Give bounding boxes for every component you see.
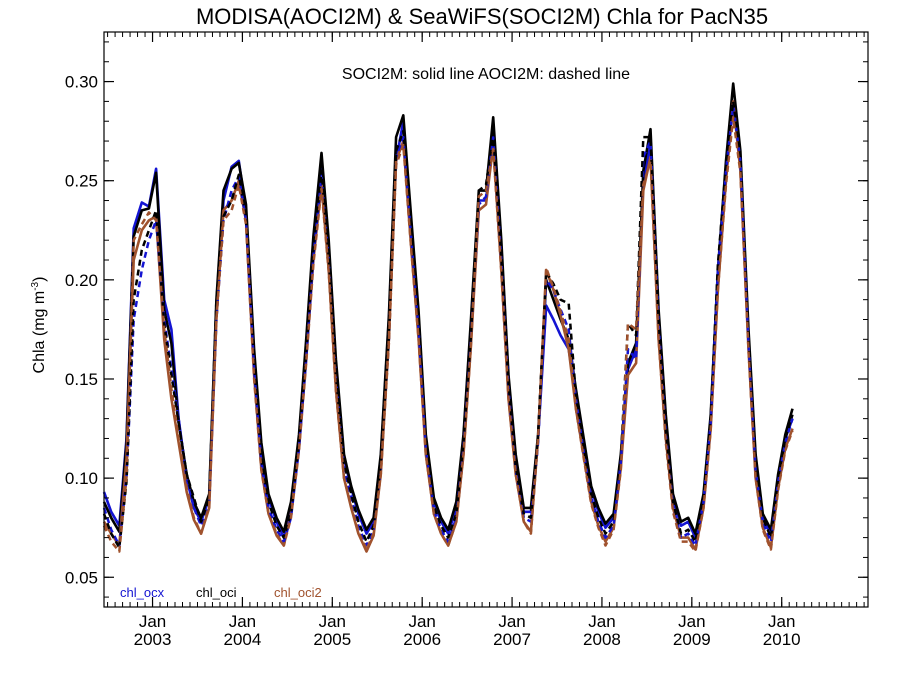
plot-frame (103, 31, 869, 608)
x-tick-label-year: 2006 (403, 630, 441, 649)
chart-title: MODISA(AOCI2M) & SeaWiFS(SOCI2M) Chla fo… (196, 4, 768, 29)
y-tick-label: 0.15 (65, 370, 98, 389)
x-tick-label-year: 2005 (313, 630, 351, 649)
x-tick-label-month: Jan (588, 612, 615, 631)
y-axis-label: Chla (mg m-3) (30, 277, 48, 374)
x-tick-label-month: Jan (319, 612, 346, 631)
y-tick-label: 0.05 (65, 568, 98, 587)
y-tick-label: 0.30 (65, 73, 98, 92)
x-tick-label-year: 2009 (673, 630, 711, 649)
y-axis-label-main: Chla (mg m (31, 291, 48, 374)
legend-entry-chl_ocx: chl_ocx (120, 585, 165, 600)
series-line-chl_oci-solid (102, 82, 794, 535)
series-line-chl_oci2-dashed (102, 116, 794, 553)
plot-area (102, 82, 794, 553)
axes: 0.050.100.150.200.250.30Jan2003Jan2004Ja… (65, 31, 869, 649)
x-tick-label-year: 2004 (224, 630, 262, 649)
x-tick-label-year: 2010 (763, 630, 801, 649)
x-tick-label-month: Jan (139, 612, 166, 631)
series-line-chl_oci2-solid (102, 100, 794, 553)
legend-entry-chl_oci: chl_oci (196, 585, 237, 600)
x-tick-label-month: Jan (768, 612, 795, 631)
y-axis-label-end: ) (31, 277, 48, 282)
x-tick-label-year: 2007 (493, 630, 531, 649)
chart-annotation: SOCI2M: solid line AOCI2M: dashed line (342, 66, 630, 83)
series-line-chl_ocx-dashed (102, 104, 794, 547)
x-tick-label-month: Jan (229, 612, 256, 631)
x-tick-label-year: 2003 (134, 630, 172, 649)
series-line-chl_ocx-solid (102, 100, 794, 539)
legend: chl_ocx chl_oci chl_oci2 (120, 585, 322, 600)
legend-entry-chl_oci2: chl_oci2 (274, 585, 322, 600)
x-tick-label-month: Jan (498, 612, 525, 631)
y-tick-label: 0.10 (65, 469, 98, 488)
y-tick-label: 0.20 (65, 271, 98, 290)
x-tick-label-month: Jan (678, 612, 705, 631)
x-tick-label-month: Jan (408, 612, 435, 631)
x-tick-label-year: 2008 (583, 630, 621, 649)
y-axis-label-superscript: -3 (30, 281, 41, 290)
series-line-chl_oci-dashed (102, 100, 794, 549)
y-tick-label: 0.25 (65, 172, 98, 191)
